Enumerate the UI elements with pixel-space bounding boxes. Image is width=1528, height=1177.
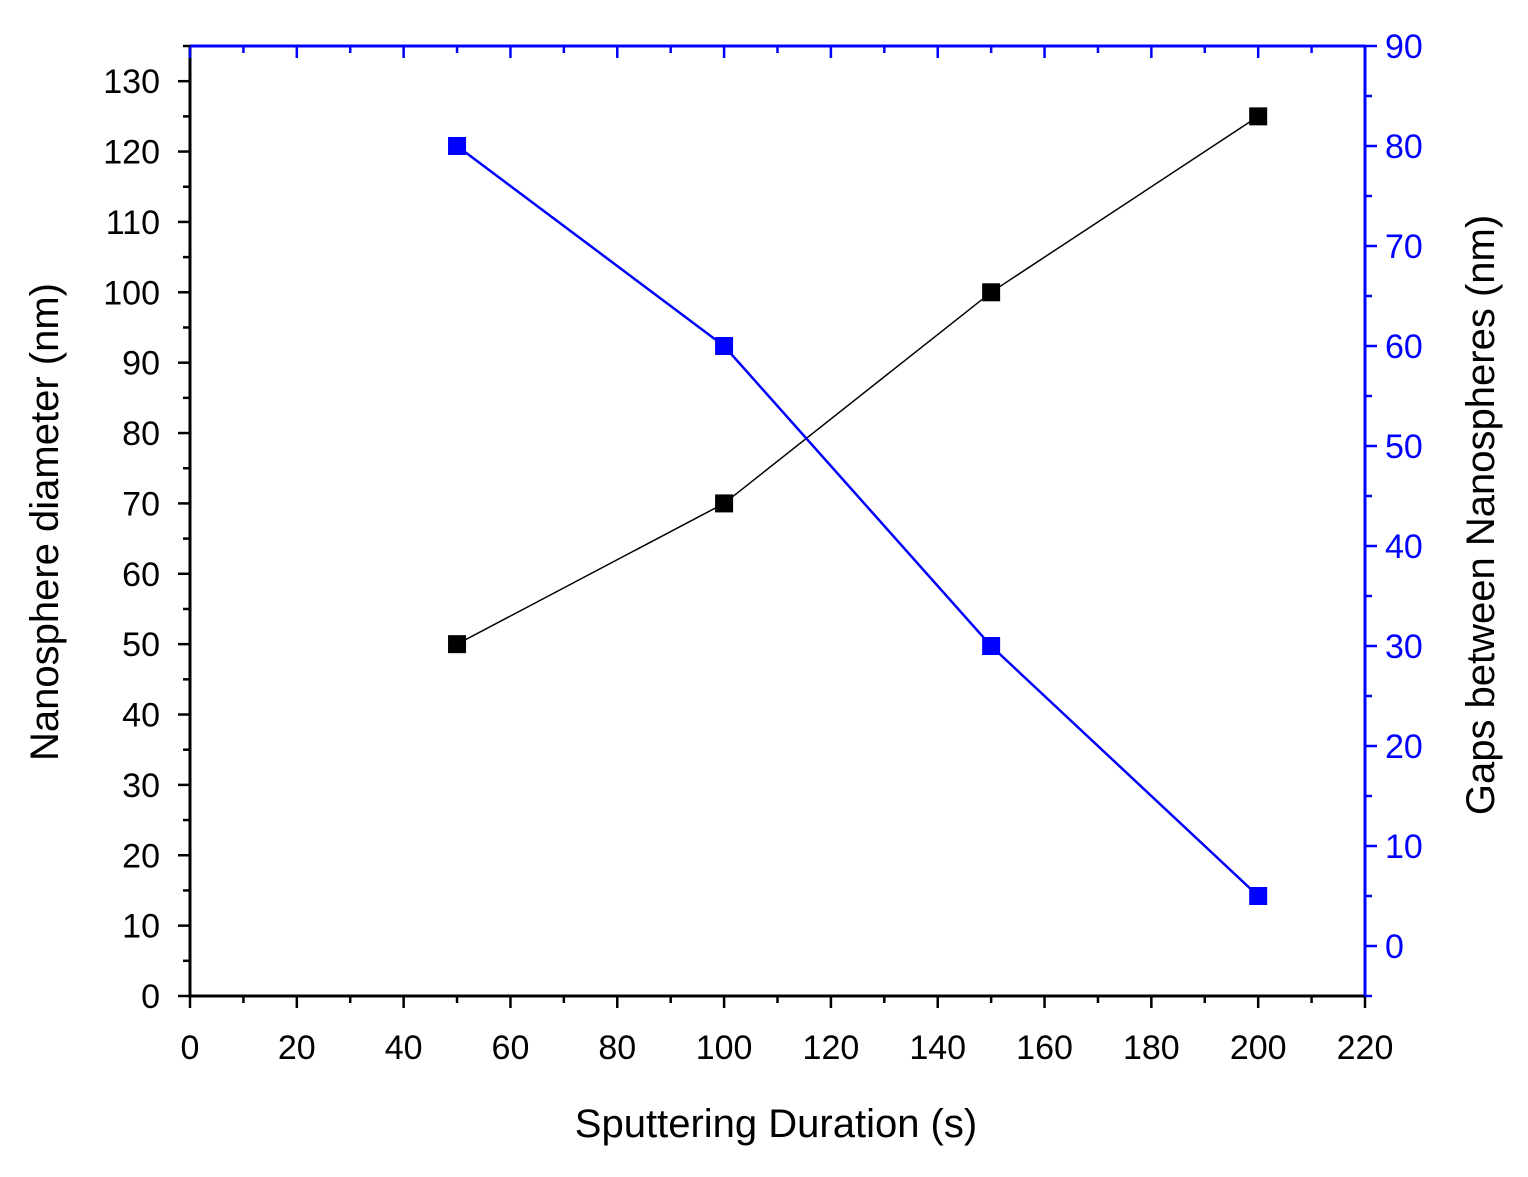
x-tick-label: 40 [385,1029,423,1067]
y-tick-label: 120 [103,134,160,172]
y-tick-label: 130 [103,63,160,101]
x-tick-label: 100 [696,1029,753,1067]
y-tick-label: 50 [122,626,160,664]
y-tick-label: 0 [141,978,160,1016]
right-y-axis-title: Gaps between Nanospheres (nm) [1459,215,1503,815]
y-tick-label: 30 [122,767,160,805]
x-axis-title: Sputtering Duration (s) [575,1102,977,1146]
diameter-point [448,635,467,654]
diameter-point [1249,107,1268,126]
y-tick-label: 80 [122,415,160,453]
series-group [448,107,1268,905]
x-tick-label: 220 [1337,1029,1394,1067]
gap-point [715,337,734,355]
axes-group: 0 20 40 60 80 100 120 140 160 180 200 2200102030405… [103,28,1423,1067]
y2-tick-label: 60 [1385,328,1423,366]
y-tick-label: 100 [103,274,160,312]
y-tick-label: 40 [122,697,160,735]
y2-tick-label: 0 [1385,928,1404,966]
y-tick-label: 90 [122,345,160,383]
gap-series-line [456,144,1260,897]
x-tick-label: 180 [1123,1029,1180,1067]
y2-tick-label: 70 [1385,228,1423,266]
x-tick-label: 200 [1230,1029,1287,1067]
gap-point [982,637,1001,655]
y2-tick-label: 50 [1385,428,1423,466]
y2-tick-label: 30 [1385,628,1423,666]
left-y-axis-title: Nanosphere diameter (nm) [23,283,67,761]
y2-tick-label: 20 [1385,728,1423,766]
y-tick-label: 70 [122,485,160,523]
diameter-series-line [456,115,1259,645]
x-tick-label: 140 [909,1029,966,1067]
x-tick-label: 20 [278,1029,316,1067]
y2-tick-label: 80 [1385,128,1423,166]
y2-tick-label: 40 [1385,528,1423,566]
y-tick-label: 20 [122,837,160,875]
diameter-point [982,283,1001,302]
y-tick-label: 10 [122,908,160,946]
x-tick-label: 60 [492,1029,530,1067]
x-tick-label: 80 [598,1029,636,1067]
y2-tick-label: 10 [1385,828,1423,866]
x-tick-label: 0 [181,1029,200,1067]
x-tick-label: 160 [1016,1029,1073,1067]
diameter-point [715,494,734,513]
y2-tick-label: 90 [1385,28,1423,66]
gap-point [1249,887,1268,905]
y-tick-label: 110 [106,204,160,242]
gap-point [448,137,467,155]
x-tick-label: 120 [803,1029,860,1067]
y-tick-label: 60 [122,556,160,594]
